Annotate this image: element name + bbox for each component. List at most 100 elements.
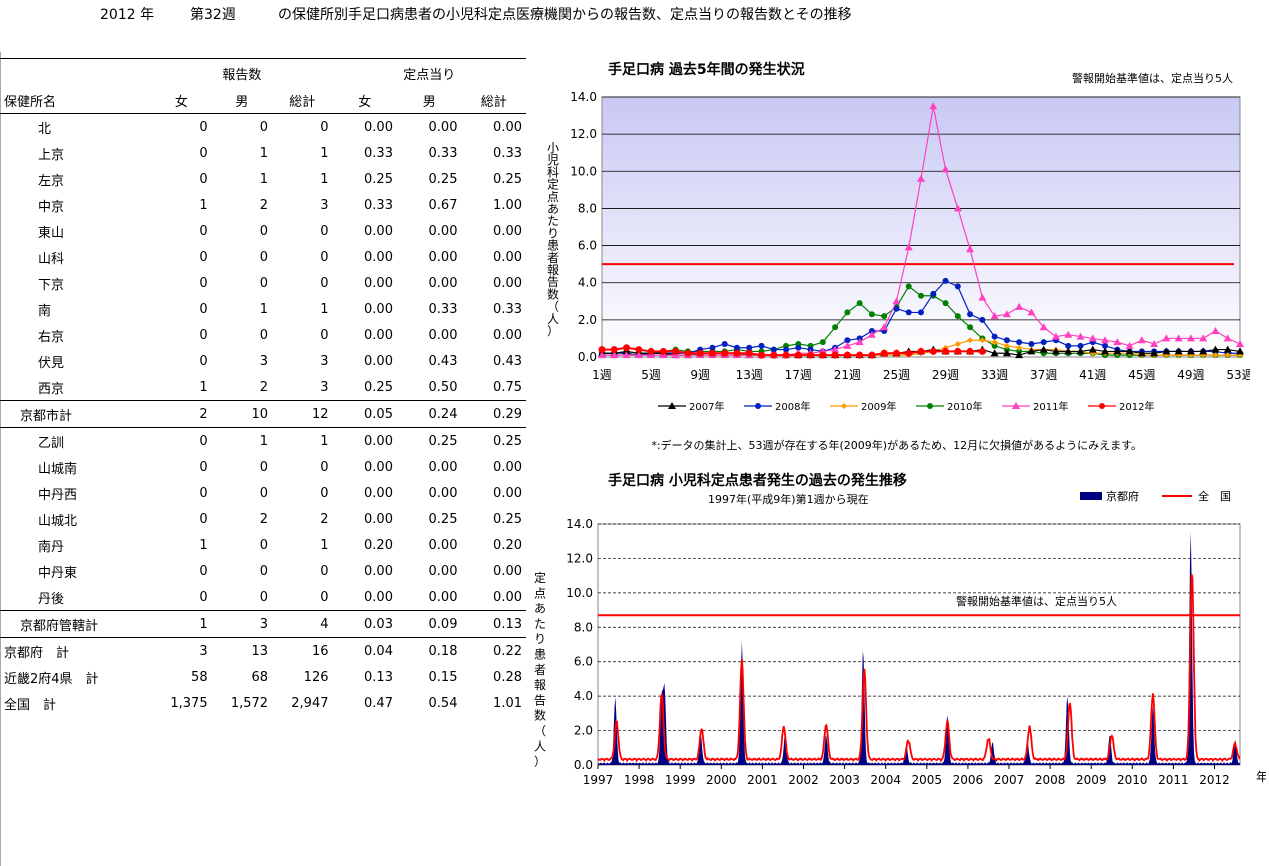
chart1-point: [819, 351, 827, 359]
cell-female-per-point: 0.13: [364, 669, 393, 685]
chart1-point: [868, 351, 876, 359]
chart1-point: [991, 333, 998, 340]
row-name: 右京: [38, 329, 65, 345]
table-row: 伏見 0 3 3 0.00 0.43 0.43: [0, 348, 526, 374]
cell-total-per-point: 0.20: [493, 537, 522, 553]
chart1-point: [1211, 345, 1220, 353]
chart1-point: [843, 351, 851, 359]
chart1-point: [1002, 310, 1011, 318]
cell-male: 3: [211, 610, 273, 638]
chart1-point: [844, 337, 851, 344]
cell-male: 0: [259, 249, 269, 265]
chart1-point: [844, 309, 851, 316]
chart1-x-tick: 1週: [592, 368, 612, 382]
cell-total-per-point: 0.00: [493, 275, 522, 291]
table-row: 北 0 0 0 0.00 0.00 0.00: [0, 114, 526, 141]
chart1-point: [1003, 337, 1010, 344]
chart1-y-tick: 12.0: [570, 127, 597, 141]
cell-total: 1: [320, 145, 329, 161]
cell-total: 1: [320, 537, 329, 553]
row-name: 西京: [38, 381, 65, 397]
row-name: 京都府 計: [0, 637, 152, 664]
chart2-x-label: 年: [1256, 770, 1266, 784]
table-row: 乙訓 0 1 1 0.00 0.25 0.25: [0, 427, 526, 454]
chart1-point: [622, 351, 631, 359]
chart1-point: [867, 330, 876, 338]
chart2-legend-swatch-kyoto: [1080, 492, 1102, 500]
chart1-point: [770, 346, 777, 353]
cell-male-per-point: 0.00: [428, 223, 458, 239]
cell-male-per-point: 0.00: [428, 119, 458, 135]
chart2-plot-area: [597, 523, 1241, 766]
cell-female-per-point: 0.00: [364, 511, 393, 527]
chart1-point: [659, 347, 667, 355]
chart1-point: [1027, 347, 1036, 355]
cell-total-per-point: 0.28: [493, 669, 522, 685]
chart1-point: [868, 311, 875, 318]
cell-male-per-point: 0.00: [428, 537, 458, 553]
chart1-point: [1113, 338, 1122, 346]
chart1-point: [598, 351, 606, 359]
chart1-point: [904, 243, 913, 251]
chart1-legend-label: 2008年: [775, 400, 810, 413]
chart1-legend-label: 2012年: [1119, 400, 1154, 413]
row-name: 山城南: [38, 461, 78, 477]
chart1-point: [967, 311, 974, 318]
cell-female: 2: [151, 400, 212, 428]
table-row: 中丹西 0 0 0 0.00 0.00 0.00: [0, 480, 526, 506]
chart1-point: [942, 277, 949, 284]
chart1-point: [967, 324, 974, 331]
cell-male: 0: [259, 485, 269, 501]
cell-total: 3: [320, 353, 329, 369]
row-name: 山科: [38, 251, 65, 267]
chart1-point: [832, 324, 839, 331]
cell-total: 1: [320, 171, 329, 187]
cell-male-per-point: 0.25: [428, 511, 458, 527]
cell-total: 4: [272, 610, 333, 638]
chart1-point: [1015, 302, 1024, 310]
cell-total: 0: [320, 459, 329, 475]
chart1-point: [782, 351, 790, 359]
cell-total-per-point: 0.75: [493, 379, 522, 395]
table-row: 西京 1 2 3 0.25 0.50 0.75: [0, 374, 526, 401]
cell-total: 0: [320, 327, 329, 343]
cell-male-per-point: 0.33: [428, 301, 458, 317]
cell-male: 1: [211, 427, 273, 454]
chart1-point: [917, 347, 925, 355]
cell-male: 1: [259, 171, 269, 187]
chart1-point: [978, 347, 986, 355]
table-row: 全国 計 1,375 1,572 2,947 0.47 0.54 1.01: [0, 690, 526, 716]
cell-male-per-point: 0.18: [396, 637, 462, 664]
chart1-x-tick: 5週: [641, 368, 661, 382]
table-row: 丹後 0 0 0 0.00 0.00 0.00: [0, 584, 526, 611]
cell-total: 0: [320, 119, 329, 135]
chart2-x-tick: 1999: [665, 773, 696, 787]
chart2-x-tick: 2007: [994, 773, 1025, 787]
chart1-point: [905, 349, 913, 357]
chart1-legend-label: 2011年: [1033, 400, 1068, 413]
chart1-point: [1113, 347, 1122, 355]
cell-male-per-point: 0.00: [428, 589, 458, 605]
cell-female: 0: [199, 459, 208, 475]
cell-total: 0: [320, 563, 329, 579]
chart1-point: [942, 300, 949, 307]
chart1-legend-marker: [1099, 403, 1105, 409]
chart1-point: [1236, 340, 1244, 347]
cell-total-per-point: 0.00: [493, 485, 522, 501]
cell-male: 0: [259, 327, 269, 343]
chart1-point: [709, 344, 716, 351]
row-name: 下京: [38, 277, 65, 293]
chart1-point: [721, 341, 728, 347]
cell-total-per-point: 0.25: [493, 171, 522, 187]
chart2-x-tick: 2003: [829, 773, 860, 787]
cell-female-per-point: 0.20: [364, 537, 393, 553]
chart1-point: [856, 300, 863, 307]
chart1-point: [954, 341, 961, 347]
chart1-point: [1186, 334, 1195, 342]
cell-total-per-point: 0.29: [461, 400, 526, 428]
chart1-point: [930, 290, 937, 297]
chart1-point: [929, 102, 938, 110]
cell-female-per-point: 0.00: [364, 301, 393, 317]
chart2-title: 手足口病 小児科定点患者発生の過去の発生推移: [608, 472, 907, 489]
